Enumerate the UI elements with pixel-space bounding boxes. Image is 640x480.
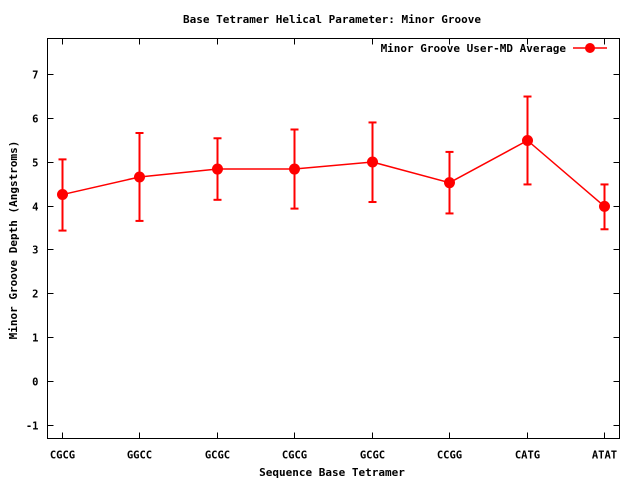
y-tick-label: -1 [26, 421, 39, 433]
chart-title: Base Tetramer Helical Parameter: Minor G… [183, 13, 481, 26]
x-tick-label: GCGC [205, 450, 230, 462]
legend: Minor Groove User-MD Average [381, 42, 607, 55]
x-axis-ticks: CGCG GGCC GCGC CGCG GCGC CCGG CATG ATAT [50, 38, 617, 462]
data-point [57, 189, 68, 201]
data-point [522, 134, 533, 146]
y-tick-label: 3 [32, 245, 38, 257]
y-axis-label: Minor Groove Depth (Angstroms) [7, 141, 20, 340]
x-tick-label: CCGG [437, 450, 462, 462]
legend-swatch-marker [585, 43, 595, 53]
series-line [62, 139, 605, 207]
x-tick-label: CGCG [50, 450, 75, 462]
y-tick-label: 4 [32, 202, 38, 214]
y-tick-label: 6 [32, 114, 38, 126]
data-point [599, 200, 610, 212]
x-axis-label: Sequence Base Tetramer [259, 466, 405, 479]
data-point [367, 156, 378, 168]
data-point [212, 163, 223, 175]
x-tick-label: CGCG [282, 450, 307, 462]
plot-frame [47, 38, 620, 439]
y-tick-label: 2 [32, 289, 38, 301]
y-tick-label: 5 [32, 158, 38, 170]
x-tick-label: ATAT [592, 450, 617, 462]
y-tick-label: 0 [32, 377, 38, 389]
y-tick-label: 7 [32, 70, 38, 82]
data-point [444, 177, 455, 189]
data-point [289, 163, 300, 175]
x-tick-label: GCGC [360, 450, 385, 462]
data-point [134, 171, 145, 183]
x-tick-label: CATG [515, 450, 540, 462]
legend-label: Minor Groove User-MD Average [381, 42, 567, 55]
y-axis-ticks: -1 0 1 2 3 4 5 6 7 [26, 70, 620, 433]
y-tick-label: 1 [32, 333, 38, 345]
x-tick-label: GGCC [127, 450, 152, 462]
series-layer [57, 95, 610, 232]
